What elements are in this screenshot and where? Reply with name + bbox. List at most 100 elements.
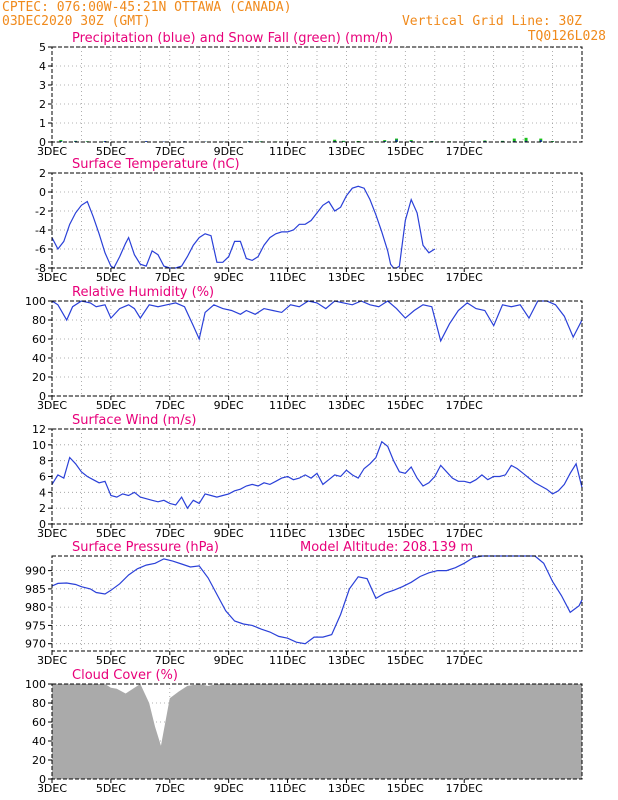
y-tick-label: 5 [39,41,46,54]
x-tick-label: 3DEC [37,399,67,412]
x-tick-label: 5DEC [96,654,126,667]
y-tick-label: 100 [25,678,46,691]
y-tick-label: 3 [39,79,46,92]
pressure-title: Surface Pressure (hPa) [72,540,219,555]
temperature-title: Surface Temperature (nC) [72,157,240,172]
precip-bar [525,140,528,142]
x-tick-label: 7DEC [155,782,185,795]
x-tick-label: 9DEC [214,399,244,412]
y-tick-label: 20 [32,754,46,767]
precip-bar [469,141,472,142]
pressure-frame [51,555,583,652]
y-tick-label: 40 [32,352,46,365]
x-tick-label: 13DEC [328,782,365,795]
y-tick-label: 0 [39,773,46,786]
x-tick-label: 17DEC [446,654,483,667]
y-tick-label: 60 [32,333,46,346]
y-tick-label: 12 [32,423,46,436]
wind-line [51,440,583,510]
snow-bar [524,137,528,142]
x-tick-label: 5DEC [96,145,126,158]
x-tick-label: 7DEC [155,145,185,158]
y-tick-label: 0 [39,186,46,199]
x-tick-label: 15DEC [387,782,424,795]
x-tick-label: 5DEC [96,782,126,795]
model-code: TQ0126L028 [527,29,606,44]
y-tick-label: 2 [39,167,46,180]
y-tick-label: 4 [39,486,46,499]
y-tick-label: 2 [39,98,46,111]
x-tick-label: 9DEC [214,654,244,667]
vertical-grid-note: Vertical Grid Line: 30Z [401,14,582,29]
x-tick-label: 3DEC [37,654,67,667]
y-tick-label: 60 [32,716,46,729]
pressure-line [51,555,583,645]
temperature-panel: Surface Temperature (nC) -8 -6 -4 -2 0 2 3DEC 5D… [35,157,583,284]
precip-bar [145,141,148,142]
precip-bar [539,140,542,142]
y-tick-label: 0 [39,390,46,403]
pressure-panel: Surface Pressure (hPa) Model Altitude: 20… [25,540,583,667]
y-tick-label: 40 [32,735,46,748]
x-tick-label: 7DEC [155,654,185,667]
y-tick-label: -6 [35,243,46,256]
x-tick-label: 13DEC [328,654,365,667]
x-tick-label: 5DEC [96,271,126,284]
y-tick-label: 980 [25,601,46,614]
x-tick-label: 7DEC [155,399,185,412]
x-tick-label: 15DEC [387,654,424,667]
x-tick-label: 17DEC [446,271,483,284]
x-tick-label: 11DEC [269,527,306,540]
x-tick-label: 17DEC [446,782,483,795]
temperature-frame [51,172,583,269]
snow-bar [333,139,337,142]
x-tick-label: 3DEC [37,527,67,540]
precipitation-panel: Precipitation (blue) and Snow Fall (gree… [37,31,583,158]
wind-title: Surface Wind (m/s) [72,413,196,428]
x-tick-label: 3DEC [37,145,67,158]
cloud-frame [51,683,583,780]
y-tick-label: 985 [25,583,46,596]
cloud-title: Cloud Cover (%) [72,668,178,683]
y-tick-label: 80 [32,697,46,710]
x-tick-label: 17DEC [446,145,483,158]
y-tick-label: 6 [39,471,46,484]
x-tick-label: 3DEC [37,271,67,284]
precipitation-title: Precipitation (blue) and Snow Fall (gree… [72,31,393,46]
y-tick-label: 990 [25,565,46,578]
x-tick-label: 9DEC [214,271,244,284]
y-tick-label: 1 [39,117,46,130]
y-tick-label: 970 [25,638,46,651]
x-tick-label: 13DEC [328,527,365,540]
humidity-title: Relative Humidity (%) [72,285,214,300]
x-tick-label: 11DEC [269,782,306,795]
model-altitude-annotation: Model Altitude: 208.139 m [300,540,473,555]
y-tick-label: -8 [35,262,46,275]
x-tick-label: 13DEC [328,271,365,284]
y-tick-label: 0 [39,136,46,149]
x-tick-label: 9DEC [214,145,244,158]
x-tick-label: 5DEC [96,527,126,540]
humidity-panel: Relative Humidity (%) 0 20 40 60 80 100 3DEC 5DE… [25,285,583,412]
snow-bar [512,138,516,142]
x-tick-label: 17DEC [446,399,483,412]
x-tick-label: 17DEC [446,527,483,540]
wind-frame [51,428,583,525]
y-tick-label: 2 [39,502,46,515]
y-tick-label: 100 [25,295,46,308]
cloud-panel: Cloud Cover (%) 0 20 40 60 80 100 3DEC 5DEC 7DEC 9… [25,668,583,795]
x-tick-label: 15DEC [387,527,424,540]
x-tick-label: 3DEC [37,782,67,795]
humidity-frame [51,300,583,397]
y-tick-label: 975 [25,619,46,632]
chart-header: CPTEC: 076:00W-45:21N OTTAWA (CANADA) 03… [0,0,618,46]
wind-panel: Surface Wind (m/s) 0 2 4 6 8 10 12 3DEC 5DEC 7DEC 9… [32,413,583,540]
cloud-cover-area [52,684,582,779]
y-tick-label: 0 [39,518,46,531]
snow-bar [342,140,345,142]
x-tick-label: 11DEC [269,145,306,158]
x-tick-label: 15DEC [387,145,424,158]
location-title: CPTEC: 076:00W-45:21N OTTAWA (CANADA) [2,0,292,15]
x-tick-label: 15DEC [387,399,424,412]
